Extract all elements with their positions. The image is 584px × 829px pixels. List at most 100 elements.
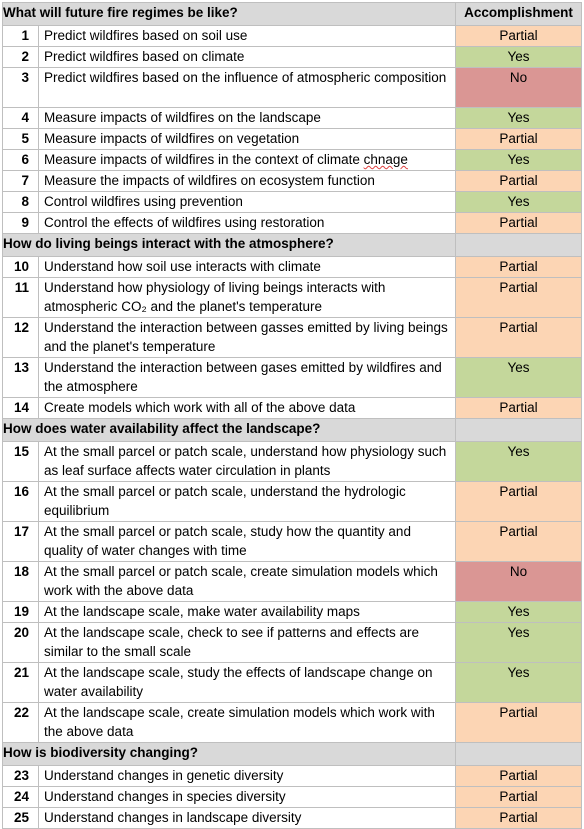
task-description: Measure the impacts of wildfires on ecos… bbox=[38, 170, 456, 192]
accomplishment-status: Partial bbox=[455, 317, 582, 358]
accomplishment-status: Partial bbox=[455, 212, 582, 234]
task-description: Understand how physiology of living bein… bbox=[38, 277, 456, 318]
task-description: At the landscape scale, check to see if … bbox=[38, 622, 456, 663]
accomplishment-column-header bbox=[455, 418, 582, 442]
spelling-error-mark: chnage bbox=[363, 152, 408, 167]
row-number: 23 bbox=[2, 765, 39, 787]
task-description: Measure impacts of wildfires on the land… bbox=[38, 107, 456, 129]
row-number: 3 bbox=[2, 67, 39, 108]
table-row: 18 At the small parcel or patch scale, cr… bbox=[2, 561, 582, 602]
row-number: 11 bbox=[2, 277, 39, 318]
table-row: 14 Create models which work with all of t… bbox=[2, 397, 582, 419]
accomplishment-column-header bbox=[455, 742, 582, 766]
table-row: 25 Understand changes in landscape divers… bbox=[2, 807, 582, 829]
task-description: Predict wildfires based on soil use bbox=[38, 25, 456, 47]
row-number: 20 bbox=[2, 622, 39, 663]
accomplishment-status: Partial bbox=[455, 128, 582, 150]
table-row: 3 Predict wildfires based on the influenc… bbox=[2, 67, 582, 108]
accomplishment-status: Partial bbox=[455, 765, 582, 787]
section-header: How do living beings interact with the a… bbox=[2, 233, 582, 257]
accomplishment-status: Partial bbox=[455, 521, 582, 562]
row-number: 25 bbox=[2, 807, 39, 829]
table-row: 12 Understand the interaction between gas… bbox=[2, 317, 582, 358]
table-row: 1 Predict wildfires based on soil use Part… bbox=[2, 25, 582, 47]
task-description: Predict wildfires based on climate bbox=[38, 46, 456, 68]
row-number: 9 bbox=[2, 212, 39, 234]
accomplishment-status: Yes bbox=[455, 662, 582, 703]
accomplishment-status: Partial bbox=[455, 277, 582, 318]
row-number: 1 bbox=[2, 25, 39, 47]
accomplishment-status: No bbox=[455, 561, 582, 602]
task-description: At the small parcel or patch scale, crea… bbox=[38, 561, 456, 602]
table-row: 15 At the small parcel or patch scale, un… bbox=[2, 441, 582, 482]
section-title: How is biodiversity changing? bbox=[2, 742, 456, 766]
task-description: At the landscape scale, make water avail… bbox=[38, 601, 456, 623]
accomplishment-status: Partial bbox=[455, 807, 582, 829]
table-row: 9 Control the effects of wildfires using … bbox=[2, 212, 582, 234]
row-number: 7 bbox=[2, 170, 39, 192]
accomplishment-status: Partial bbox=[455, 25, 582, 47]
table-row: 2 Predict wildfires based on climate Yes bbox=[2, 46, 582, 68]
task-description: Understand how soil use interacts with c… bbox=[38, 256, 456, 278]
table-row: 23 Understand changes in genetic diversit… bbox=[2, 765, 582, 787]
task-description: Understand changes in genetic diversity bbox=[38, 765, 456, 787]
section-header: What will future fire regimes be like? Ac… bbox=[2, 2, 582, 26]
task-description: Create models which work with all of the… bbox=[38, 397, 456, 419]
task-description: At the small parcel or patch scale, stud… bbox=[38, 521, 456, 562]
table-row: 13 Understand the interaction between gas… bbox=[2, 357, 582, 398]
accomplishment-status: Yes bbox=[455, 622, 582, 663]
table-row: 20 At the landscape scale, check to see i… bbox=[2, 622, 582, 663]
accomplishment-status: Partial bbox=[455, 397, 582, 419]
row-number: 16 bbox=[2, 481, 39, 522]
task-description: Predict wildfires based on the influence… bbox=[38, 67, 456, 108]
table-row: 6 Measure impacts of wildfires in the con… bbox=[2, 149, 582, 171]
accomplishment-status: Partial bbox=[455, 702, 582, 743]
task-description: Measure impacts of wildfires on vegetati… bbox=[38, 128, 456, 150]
row-number: 12 bbox=[2, 317, 39, 358]
accomplishment-status: Yes bbox=[455, 441, 582, 482]
accomplishment-status: Partial bbox=[455, 170, 582, 192]
task-description: Control the effects of wildfires using r… bbox=[38, 212, 456, 234]
row-number: 8 bbox=[2, 191, 39, 213]
table-row: 19 At the landscape scale, make water ava… bbox=[2, 601, 582, 623]
accomplishment-status: Yes bbox=[455, 46, 582, 68]
task-description: At the small parcel or patch scale, unde… bbox=[38, 481, 456, 522]
row-number: 2 bbox=[2, 46, 39, 68]
row-number: 10 bbox=[2, 256, 39, 278]
accomplishment-status: No bbox=[455, 67, 582, 108]
table-row: 24 Understand changes in species diversit… bbox=[2, 786, 582, 808]
accomplishment-status: Partial bbox=[455, 481, 582, 522]
table-row: 5 Measure impacts of wildfires on vegetat… bbox=[2, 128, 582, 150]
table-row: 16 At the small parcel or patch scale, un… bbox=[2, 481, 582, 522]
task-description: At the small parcel or patch scale, unde… bbox=[38, 441, 456, 482]
row-number: 15 bbox=[2, 441, 39, 482]
row-number: 21 bbox=[2, 662, 39, 703]
table-row: 4 Measure impacts of wildfires on the lan… bbox=[2, 107, 582, 129]
accomplishment-status: Yes bbox=[455, 191, 582, 213]
row-number: 13 bbox=[2, 357, 39, 398]
row-number: 17 bbox=[2, 521, 39, 562]
task-description: At the landscape scale, study the effect… bbox=[38, 662, 456, 703]
table-row: 17 At the small parcel or patch scale, st… bbox=[2, 521, 582, 562]
table-row: 8 Control wildfires using prevention Yes bbox=[2, 191, 582, 213]
row-number: 5 bbox=[2, 128, 39, 150]
task-description: Understand changes in landscape diversit… bbox=[38, 807, 456, 829]
section-header: How is biodiversity changing? bbox=[2, 742, 582, 766]
row-number: 18 bbox=[2, 561, 39, 602]
table-row: 22 At the landscape scale, create simulat… bbox=[2, 702, 582, 743]
table-row: 7 Measure the impacts of wildfires on eco… bbox=[2, 170, 582, 192]
section-header: How does water availability affect the l… bbox=[2, 418, 582, 442]
task-description: Measure impacts of wildfires in the cont… bbox=[38, 149, 456, 171]
section-title: How does water availability affect the l… bbox=[2, 418, 456, 442]
section-title: What will future fire regimes be like? bbox=[2, 2, 456, 26]
task-description: Understand changes in species diversity bbox=[38, 786, 456, 808]
accomplishment-status: Yes bbox=[455, 357, 582, 398]
accomplishment-status: Yes bbox=[455, 107, 582, 129]
table-row: 21 At the landscape scale, study the effe… bbox=[2, 662, 582, 703]
table-row: 10 Understand how soil use interacts with… bbox=[2, 256, 582, 278]
section-title: How do living beings interact with the a… bbox=[2, 233, 456, 257]
row-number: 22 bbox=[2, 702, 39, 743]
accomplishment-status: Partial bbox=[455, 256, 582, 278]
